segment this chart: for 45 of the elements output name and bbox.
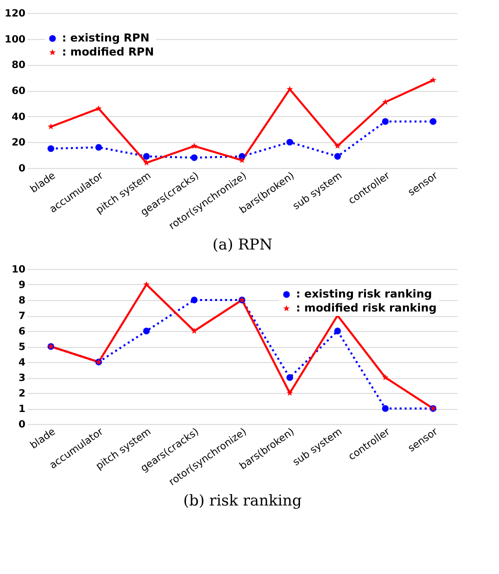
y-tick-label: 3	[18, 373, 26, 384]
point	[430, 118, 436, 125]
point	[334, 328, 341, 334]
y-tick-label: 2	[18, 388, 26, 400]
y-tick-label: 1	[18, 404, 26, 415]
point	[382, 374, 389, 380]
point	[382, 405, 389, 412]
point	[286, 374, 294, 381]
point	[48, 145, 54, 152]
point	[190, 154, 198, 162]
point	[191, 142, 198, 149]
y-tick-label: 4	[18, 358, 26, 368]
point	[143, 153, 150, 160]
point	[382, 118, 389, 125]
y-tick-label: 10	[12, 264, 26, 276]
y-tick-label: 20	[12, 138, 26, 149]
y-tick-label: 40	[12, 112, 26, 123]
y-tick-label: 5	[18, 342, 26, 353]
legend-label: : existing RPN	[62, 32, 150, 44]
legend-label: : existing risk ranking	[296, 288, 432, 300]
point	[430, 76, 436, 83]
y-tick-label: 80	[12, 60, 26, 72]
point	[143, 281, 150, 288]
point	[334, 142, 341, 149]
y-tick-label: 120	[4, 8, 26, 20]
y-tick-label: 0	[18, 420, 26, 430]
y-tick-label: 7	[18, 311, 26, 322]
y-tick-label: 6	[18, 326, 26, 338]
legend-label: : modified RPN	[62, 46, 154, 58]
point	[95, 105, 102, 112]
y-tick-label: 0	[18, 164, 26, 174]
point	[286, 390, 293, 396]
x-axis-title: (b) risk ranking	[183, 491, 302, 510]
y-tick-label: 8	[18, 296, 26, 306]
point	[95, 144, 102, 151]
y-tick-label: 100	[4, 34, 26, 46]
point	[143, 328, 150, 334]
point	[190, 296, 198, 304]
legend-label: : modified risk ranking	[296, 302, 437, 314]
x-axis-title: (a) RPN	[212, 235, 272, 254]
y-tick-label: 9	[18, 280, 26, 291]
point	[334, 153, 341, 160]
y-tick-label: 60	[12, 86, 26, 97]
point	[191, 328, 198, 334]
point	[286, 138, 294, 146]
